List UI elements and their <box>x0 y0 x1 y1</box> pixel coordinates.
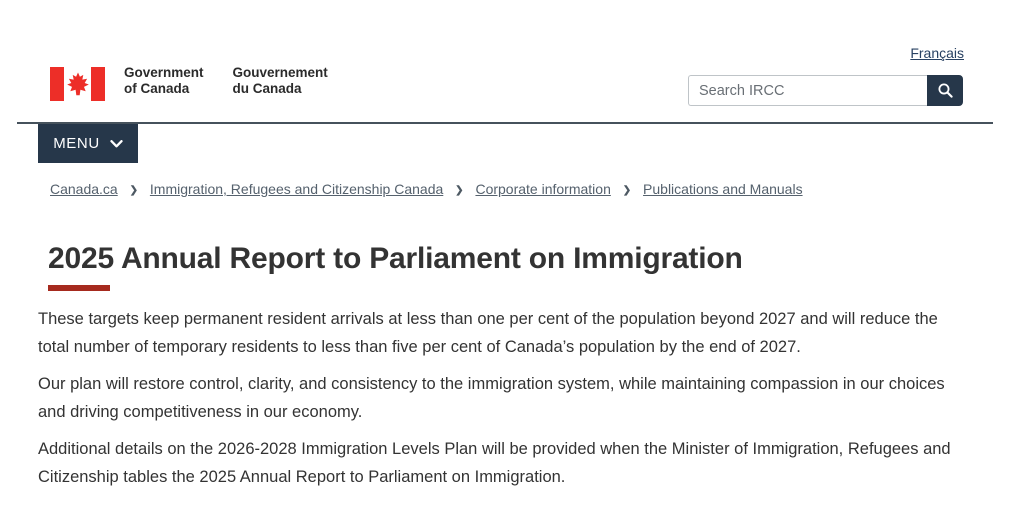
breadcrumb-link-canada-ca[interactable]: Canada.ca <box>50 181 118 197</box>
main-content: These targets keep permanent resident ar… <box>38 306 970 501</box>
page-title: 2025 Annual Report to Parliament on Immi… <box>48 242 743 275</box>
chevron-right-icon: ❯ <box>622 185 632 196</box>
paragraph-plan: Our plan will restore control, clarity, … <box>38 375 945 421</box>
signature-french: Gouvernement du Canada <box>233 65 328 97</box>
breadcrumb-link-publications-and-manuals[interactable]: Publications and Manuals <box>643 181 803 197</box>
breadcrumb-link-ircc[interactable]: Immigration, Refugees and Citizenship Ca… <box>149 181 444 197</box>
flag-right-bar <box>91 67 105 101</box>
paragraph-targets: These targets keep permanent resident ar… <box>38 310 938 356</box>
breadcrumb-link-corporate-information[interactable]: Corporate information <box>475 181 611 197</box>
paragraph-additional-details: Additional details on the 2026-2028 Immi… <box>38 440 951 486</box>
flag-center <box>64 67 91 101</box>
chevron-down-icon <box>110 139 123 147</box>
goc-signature[interactable]: Government of Canada Gouvernement du Can… <box>50 65 328 101</box>
signature-french-line2: du Canada <box>232 81 302 96</box>
flag-left-bar <box>50 67 64 101</box>
search-icon <box>937 83 953 98</box>
title-accent-bar <box>48 285 110 291</box>
search-button[interactable] <box>927 75 963 106</box>
signature-english-line2: of Canada <box>124 81 190 96</box>
menu-button-label: MENU <box>53 135 100 152</box>
chevron-right-icon: ❯ <box>455 185 464 196</box>
menu-bar-divider <box>17 122 993 124</box>
language-toggle-link[interactable]: Français <box>910 45 964 61</box>
menu-button[interactable]: MENU <box>38 124 138 163</box>
signature-english-line1: Government <box>124 65 204 80</box>
search-form <box>688 75 963 106</box>
breadcrumb: Canada.ca ❯ Immigration, Refugees and Ci… <box>50 181 803 197</box>
chevron-right-icon: ❯ <box>129 185 138 196</box>
signature-french-line1: Gouvernement <box>232 65 328 80</box>
signature-english: Government of Canada <box>124 65 204 97</box>
search-input[interactable] <box>688 75 927 106</box>
maple-leaf-icon <box>66 72 89 96</box>
canada-flag-icon <box>50 67 105 101</box>
